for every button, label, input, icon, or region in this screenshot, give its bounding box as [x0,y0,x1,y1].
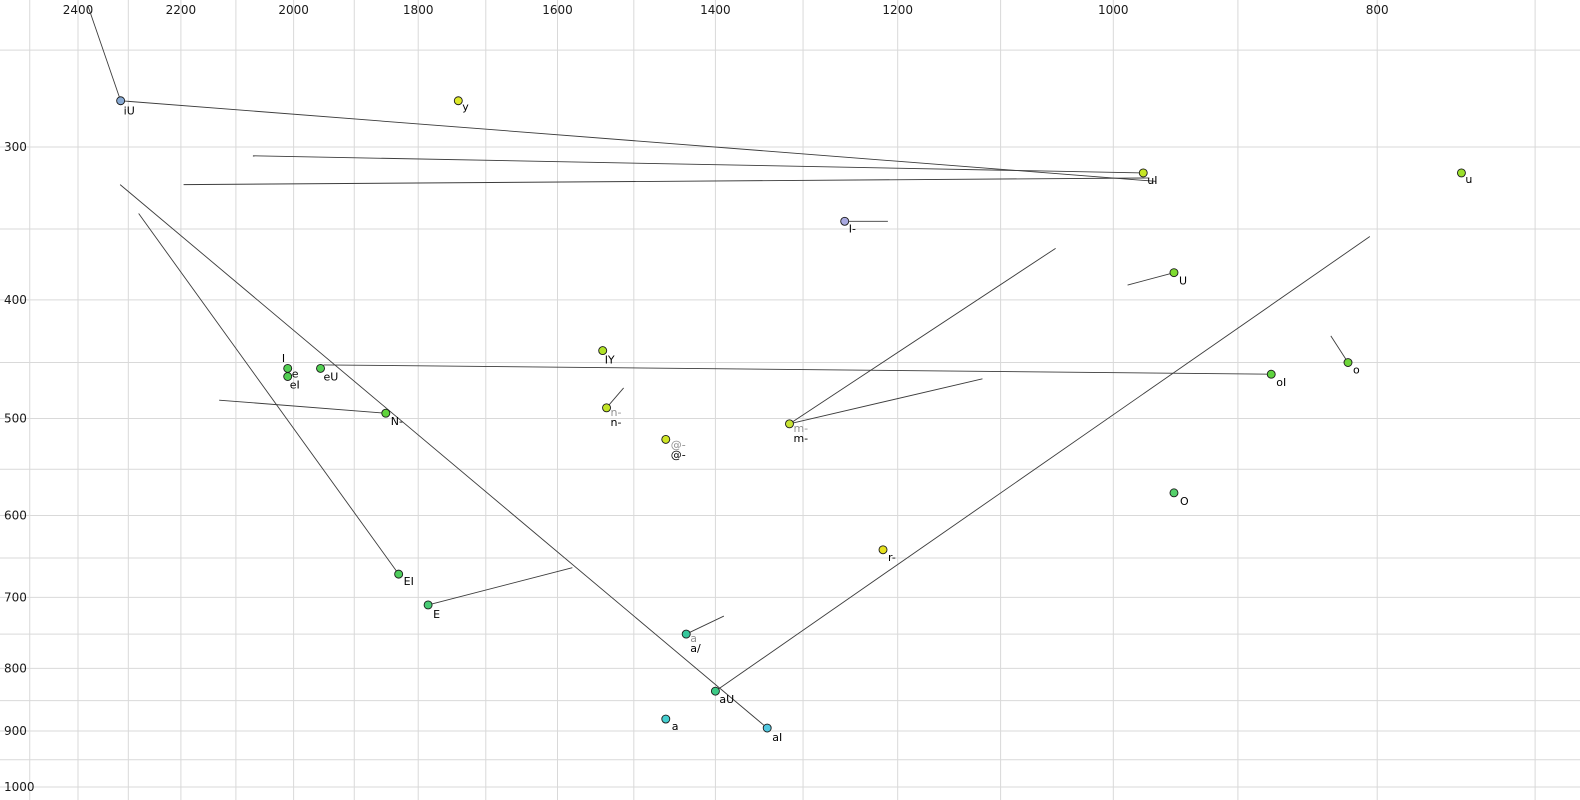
data-point-U[interactable] [1169,268,1179,278]
trajectory-m-glide-1 [789,247,1056,425]
point-label-oI: oI [1276,376,1286,389]
x-tick-label: 1600 [542,3,573,17]
point-label-secondary-m-: m- [793,422,808,435]
trajectory-oI-glide [323,364,1272,375]
y-tick-label: 300 [4,140,27,154]
data-point-n-[interactable] [602,403,611,413]
point-label-IY: IY [605,354,615,367]
data-point-E[interactable] [423,600,433,610]
point-label-N-: N- [391,415,403,428]
point-label-a: a [672,720,679,733]
data-point-@-[interactable] [661,434,671,444]
point-label-secondary-n-: n- [611,406,622,419]
point-label-I: I [282,352,285,365]
trajectory-a-slash-stub [686,615,725,635]
y-tick-label: 1000 [4,780,35,794]
point-label-EI: EI [404,575,414,588]
point-label-e: e [292,367,299,380]
data-point-e[interactable] [283,363,293,373]
point-label-aU: aU [719,693,734,706]
point-label-u: u [1465,173,1472,186]
point-label-m-: m- [793,432,808,445]
point-label-aI: aI [772,731,782,744]
data-point-m-[interactable] [785,419,794,429]
data-point-eI[interactable] [283,372,293,381]
data-point-y[interactable] [453,96,463,106]
data-point-r-[interactable] [878,545,888,555]
y-tick-label: 900 [4,724,27,738]
trajectory-m-glide-2 [789,378,983,425]
x-tick-label: 2200 [166,3,197,17]
data-point-u[interactable] [1456,168,1466,178]
data-point-a[interactable] [661,714,671,724]
point-label-eU: eU [324,370,339,383]
point-label-n-: n- [611,416,622,429]
data-point-uI[interactable] [1138,168,1148,178]
x-tick-label: 2400 [63,3,94,17]
data-point-eU[interactable] [316,363,325,373]
trajectory-EI-glide [138,213,400,575]
point-label-O: O [1180,495,1189,508]
data-point-aU[interactable] [710,686,720,696]
trajectory-U-stub [1127,272,1175,286]
data-point-IY[interactable] [598,346,608,356]
y-tick-label: 500 [4,412,27,426]
data-point-O[interactable] [1169,488,1179,498]
point-label-secondary-@-: @- [671,438,686,451]
point-label-uI: uI [1147,174,1157,187]
trajectory-N-stub [219,399,386,414]
trajectory-iU-glide [120,100,1156,182]
point-label-eI: eI [290,379,300,392]
trajectory-uI-glide [252,155,1144,174]
y-tick-label: 400 [4,293,27,307]
point-label-I-: I- [849,222,856,235]
point-label-secondary-a/: a [690,632,697,645]
data-point-EI[interactable] [394,569,404,579]
point-label-r-: r- [888,551,896,564]
trajectory-aU-glide [715,236,1371,692]
data-point-iU[interactable] [116,96,126,106]
data-point-oI[interactable] [1266,369,1276,379]
y-tick-label: 800 [4,661,27,675]
data-point-aI[interactable] [762,723,772,733]
point-label-U: U [1179,275,1187,288]
point-label-iU: iU [124,105,135,118]
x-tick-label: 1400 [700,3,731,17]
trajectory-uI-glide-2 [183,177,1150,186]
point-label-o: o [1353,364,1360,377]
x-tick-label: 1800 [403,3,434,17]
point-label-@-: @- [671,448,686,461]
trajectory-aI-glide [119,184,768,729]
x-tick-label: 1200 [882,3,913,17]
data-point-a/[interactable] [681,629,691,639]
data-point-N-[interactable] [381,408,391,418]
y-tick-label: 700 [4,590,27,604]
y-tick-label: 600 [4,508,27,522]
trajectory-iU-onset [87,5,122,101]
trajectory-E-glide [427,567,573,606]
data-point-I-[interactable] [840,216,850,226]
x-tick-label: 2000 [278,3,309,17]
x-tick-label: 1000 [1098,3,1129,17]
point-label-a/: a/ [690,642,701,655]
point-label-E: E [433,608,440,621]
trajectory-o-stub [1330,335,1349,363]
point-label-y: y [462,101,469,114]
x-tick-label: 800 [1366,3,1389,17]
data-point-o[interactable] [1343,358,1353,367]
